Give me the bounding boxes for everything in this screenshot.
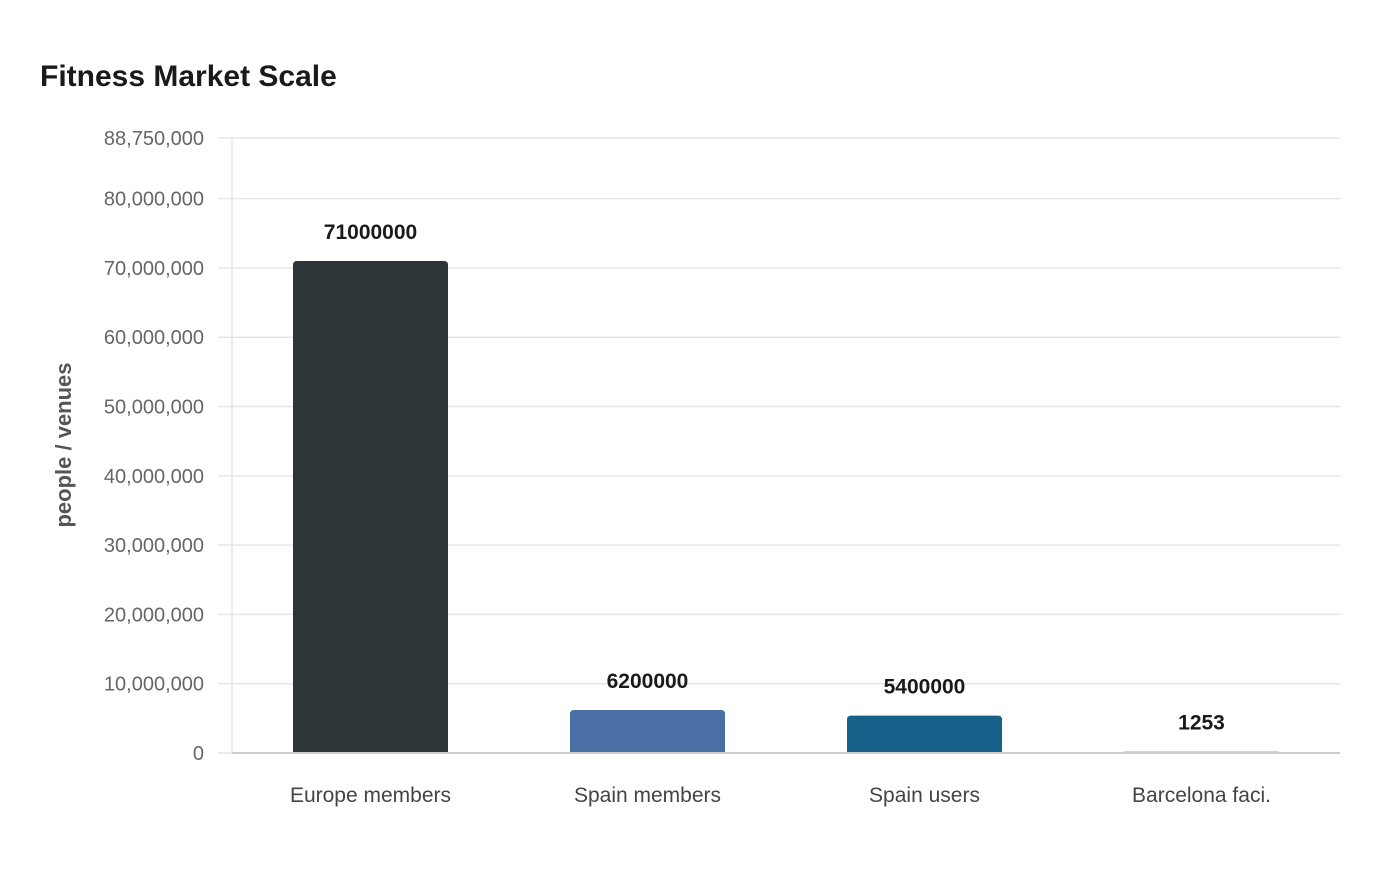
y-axis-label: people / venues (51, 362, 76, 527)
y-tick-label: 30,000,000 (104, 535, 204, 557)
labels: 0 10,000,000 20,000,000 30,000,000 40,000,00… (104, 128, 1271, 807)
y-tick-label: 80,000,000 (104, 189, 204, 211)
bar-value-label: 6200000 (607, 670, 689, 693)
y-tick-label: 60,000,000 (104, 327, 204, 349)
y-tick-label: 40,000,000 (104, 466, 204, 488)
bars (293, 261, 1279, 753)
y-tick-label: 70,000,000 (104, 258, 204, 280)
y-tick-label: 0 (193, 743, 204, 765)
x-tick-label: Barcelona faci. (1132, 784, 1271, 807)
bar-value-label: 1253 (1178, 712, 1225, 735)
x-tick-label: Spain users (869, 784, 980, 807)
bar-spain-members (570, 710, 725, 753)
y-tick-label: 10,000,000 (104, 674, 204, 696)
y-tick-label: 20,000,000 (104, 604, 204, 626)
y-tick-label: 50,000,000 (104, 397, 204, 419)
x-tick-label: Spain members (574, 784, 721, 807)
bar-value-label: 5400000 (884, 676, 966, 699)
bar-spain-users (847, 715, 1002, 753)
bar-value-label: 71000000 (324, 221, 417, 244)
x-tick-label: Europe members (290, 784, 451, 807)
axes (218, 137, 1340, 754)
y-tick-label: 88,750,000 (104, 128, 204, 150)
chart-title: Fitness Market Scale (40, 60, 337, 93)
bar-europe-members (293, 261, 448, 753)
